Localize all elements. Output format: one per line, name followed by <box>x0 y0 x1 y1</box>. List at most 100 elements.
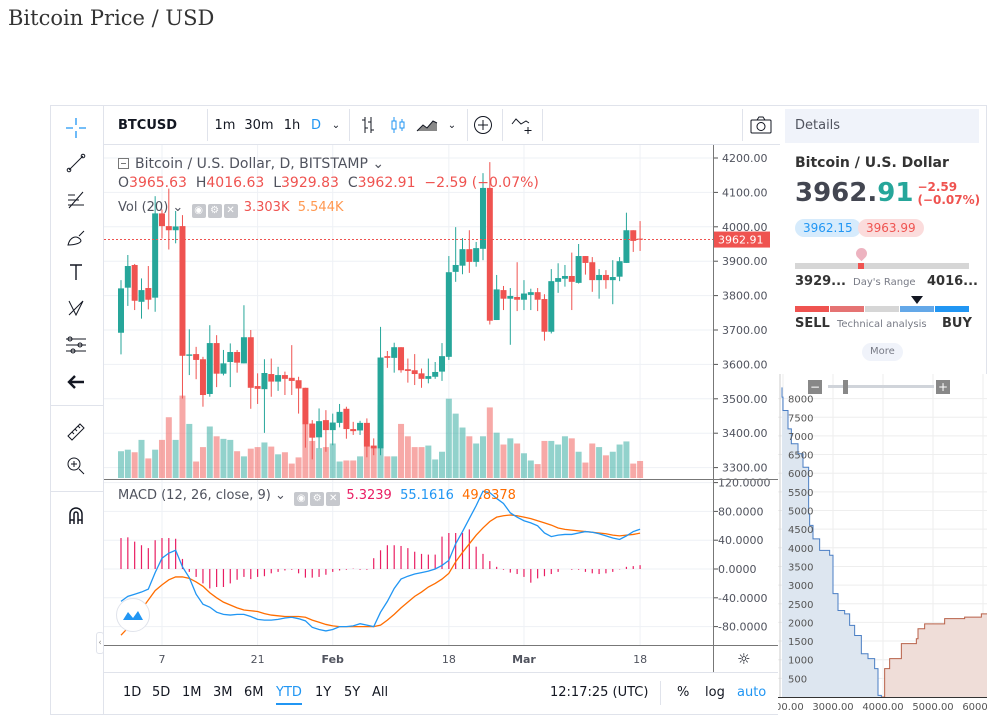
macd-axis-label: 0.0000 <box>718 563 757 576</box>
interval-d[interactable]: D <box>310 117 321 133</box>
volume-bar <box>336 461 343 478</box>
candle-body <box>439 356 446 372</box>
macd-signal-line <box>120 514 641 636</box>
volume-bar <box>398 423 405 478</box>
volume-bar <box>158 439 165 478</box>
candle-body <box>473 248 480 262</box>
more-button[interactable]: More <box>862 343 903 361</box>
range-5d[interactable]: 5D <box>152 685 171 700</box>
candle-body <box>609 277 616 281</box>
volume-bar <box>152 449 159 478</box>
series-title[interactable]: Bitcoin / U.S. Dollar, D, BITSTAMP <box>135 156 368 172</box>
interval-chevron-down-icon[interactable]: ⌄ <box>331 119 341 131</box>
macd-label[interactable]: MACD (12, 26, close, 9) <box>118 488 271 503</box>
tradingview-logo-icon[interactable] <box>116 598 150 632</box>
range-ytd[interactable]: YTD <box>276 685 302 705</box>
bids-line <box>781 387 882 698</box>
trend-line-icon[interactable] <box>62 149 90 177</box>
crosshair-icon[interactable] <box>62 114 90 142</box>
macd-line <box>120 490 641 632</box>
divider <box>50 491 103 492</box>
fib-icon[interactable] <box>62 186 90 214</box>
eye-icon[interactable]: ◉ <box>294 492 309 506</box>
interval-30m[interactable]: 30m <box>244 117 274 133</box>
settings-sun-icon[interactable]: ☼ <box>737 650 751 668</box>
eye-icon[interactable]: ◉ <box>191 204 206 218</box>
camera-icon[interactable] <box>746 105 776 145</box>
pattern-icon[interactable] <box>62 294 90 322</box>
volume-bar <box>541 440 548 478</box>
volume-bar <box>616 444 623 478</box>
indicators-plus-icon[interactable] <box>470 105 496 145</box>
details-header[interactable]: Details <box>785 109 979 143</box>
chevron-down-icon[interactable]: ⌄ <box>172 200 184 215</box>
text-icon[interactable] <box>62 258 90 286</box>
depth-chart[interactable]: 8000 7500 7000 6500 6000 5500 5000 4500 4000 3500… <box>778 374 987 715</box>
close-icon[interactable]: ✕ <box>326 492 341 506</box>
brush-icon[interactable] <box>62 224 90 252</box>
settings-icon[interactable]: ⚙ <box>310 492 325 506</box>
back-arrow-icon[interactable] <box>62 368 90 396</box>
candle-body <box>404 369 411 371</box>
candle-body <box>309 423 316 438</box>
volume-value: 3.303K <box>243 200 290 215</box>
collapse-icon[interactable] <box>118 158 129 169</box>
candle-body <box>357 422 364 431</box>
candle-body <box>124 266 131 288</box>
volume-bar <box>575 451 582 478</box>
macd-histogram-value: 5.3239 <box>346 488 392 503</box>
clock[interactable]: 12:17:25 (UTC) <box>550 685 649 700</box>
candles-icon[interactable] <box>386 105 410 145</box>
area-chart-icon[interactable] <box>414 105 440 145</box>
magnet-icon[interactable] <box>62 502 90 530</box>
depth-zoom-slider-handle[interactable] <box>843 380 848 394</box>
interval-1h[interactable]: 1h <box>283 117 301 133</box>
range-6m[interactable]: 6M <box>244 685 264 700</box>
chevron-down-icon[interactable]: ⌄ <box>275 488 286 503</box>
close-icon[interactable]: ✕ <box>223 204 238 218</box>
candle-body <box>172 226 179 231</box>
depth-zoom-out-button[interactable] <box>808 380 822 394</box>
volume-bar <box>281 452 288 478</box>
range-all[interactable]: All <box>372 685 389 700</box>
collapse-toolbar-handle[interactable]: ‹ <box>96 632 104 654</box>
volume-bar <box>240 456 247 478</box>
ruler-icon[interactable] <box>62 418 90 446</box>
volume-bar <box>589 443 596 478</box>
technical-analysis-label[interactable]: Technical analysis <box>837 319 927 330</box>
log-toggle[interactable]: log <box>705 685 725 700</box>
range-3m[interactable]: 3M <box>213 685 233 700</box>
range-1y[interactable]: 1Y <box>315 685 332 700</box>
zoom-in-icon[interactable] <box>62 452 90 480</box>
auto-toggle[interactable]: auto <box>737 685 767 700</box>
range-1m[interactable]: 1M <box>182 685 202 700</box>
candle-body <box>199 359 206 396</box>
day-range-marker <box>858 263 865 269</box>
volume-label[interactable]: Vol (20) <box>118 200 169 215</box>
chevron-down-icon[interactable]: ⌄ <box>372 156 385 172</box>
last-price-badge <box>714 231 770 248</box>
volume-bar <box>445 398 452 478</box>
settings-icon[interactable]: ⚙ <box>207 204 222 218</box>
candle-body <box>479 187 486 249</box>
interval-1m[interactable]: 1m <box>214 117 236 133</box>
symbol-search[interactable]: BTCUSD <box>118 117 178 133</box>
range-5y[interactable]: 5Y <box>344 685 361 700</box>
volume-bar <box>411 447 418 478</box>
price-axis-label: 3400.00 <box>722 427 768 440</box>
macd-axis-label: 40.0000 <box>718 534 764 547</box>
candle-body <box>548 281 555 332</box>
range-1d[interactable]: 1D <box>123 685 142 700</box>
candle-body <box>370 445 377 449</box>
prediction-icon[interactable] <box>62 331 90 359</box>
price-chart[interactable]: 4200.00 4100.00 4000.00 3900.00 3800.00 3700.… <box>104 145 780 672</box>
percent-toggle[interactable]: % <box>677 685 690 700</box>
depth-zoom-in-button[interactable] <box>936 380 950 394</box>
day-range-label: Day's Range <box>853 277 916 288</box>
depth-zoom-slider-track[interactable] <box>828 385 934 388</box>
chart-type-chevron-down-icon[interactable]: ⌄ <box>447 119 457 131</box>
bars-icon[interactable] <box>356 105 380 145</box>
compare-icon[interactable] <box>507 105 537 145</box>
current-price-pin-icon <box>853 245 870 262</box>
volume-bar <box>555 444 562 478</box>
